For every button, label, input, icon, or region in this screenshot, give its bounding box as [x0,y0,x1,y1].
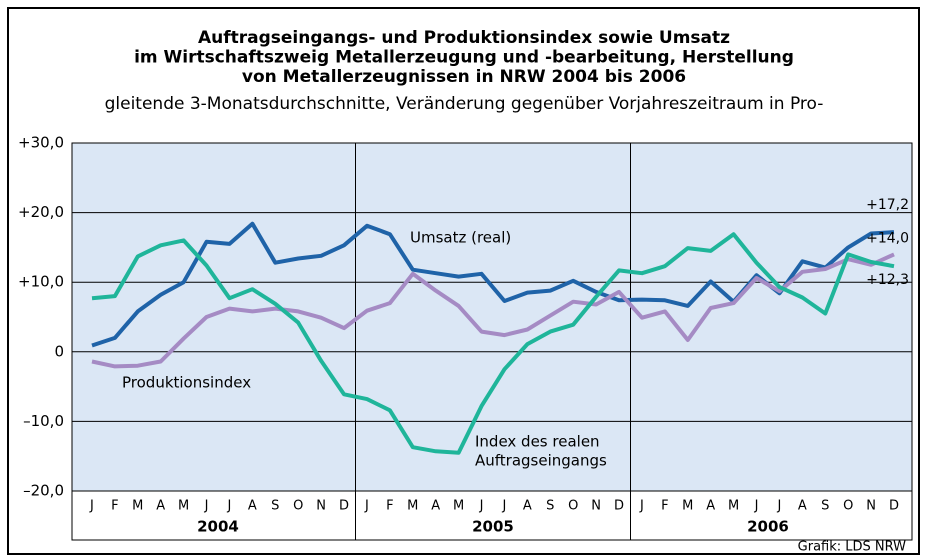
y-tick-label: 0 [54,342,64,360]
subtitle: gleitende 3-Monatsdurchschnitte, Verände… [105,94,824,114]
x-tick-label: F [111,499,118,514]
x-tick-label: S [546,499,554,514]
x-tick-label: A [798,499,807,514]
y-tick-label: +20,0 [18,203,64,221]
x-tick-label: F [661,499,668,514]
x-tick-label: J [777,499,782,514]
x-tick-label: A [156,499,165,514]
x-tick-label: J [502,499,507,514]
x-tick-label: J [639,499,644,514]
x-tick-label: M [132,499,143,514]
x-tick-label: O [293,499,303,514]
series-label: Umsatz (real) [410,229,511,247]
series-line [91,232,895,455]
x-tick-label: M [728,499,739,514]
x-tick-label: D [889,499,899,514]
y-tick-label: –20,0 [23,482,64,500]
x-tick-label: N [866,499,876,514]
chart-title: von Metallerzeugnissen in NRW 2004 bis 2… [242,67,686,87]
y-tick-label: +10,0 [18,273,64,291]
x-tick-label: J [227,499,232,514]
series-label: Index des realen [475,433,600,451]
year-label: 2004 [197,518,239,536]
chart-title: Auftragseingangs- und Produktionsindex s… [198,28,730,48]
series-label: Produktionsindex [122,374,251,392]
x-tick-label: M [453,499,464,514]
x-tick-label: O [843,499,853,514]
x-tick-label: J [364,499,369,514]
value-label: +12,3 [866,272,909,288]
x-tick-label: M [407,499,418,514]
x-tick-label: J [89,499,94,514]
source: Grafik: LDS NRW [798,540,906,555]
y-tick-label: –10,0 [23,412,64,430]
x-tick-label: J [479,499,484,514]
x-tick-label: M [682,499,693,514]
year-label: 2005 [472,518,514,536]
x-tick-label: N [591,499,601,514]
x-tick-label: A [248,499,257,514]
y-tick-label: +30,0 [18,134,64,152]
value-label: +14,0 [866,230,909,246]
x-tick-label: M [178,499,189,514]
x-tick-label: J [754,499,759,514]
x-tick-label: O [568,499,578,514]
value-label: +17,2 [866,197,909,213]
x-tick-label: D [614,499,624,514]
series-label: Auftragseingangs [475,452,607,470]
x-tick-label: A [431,499,440,514]
x-tick-label: S [821,499,829,514]
x-tick-label: F [386,499,393,514]
x-tick-label: D [339,499,349,514]
x-tick-label: S [271,499,279,514]
x-tick-label: N [316,499,326,514]
year-label: 2006 [747,518,789,536]
x-tick-label: A [523,499,532,514]
x-tick-label: A [706,499,715,514]
axis-box [71,142,913,541]
series-line [91,252,895,369]
x-tick-label: J [204,499,209,514]
chart-title: im Wirtschaftszweig Metallerzeugung und … [134,48,794,68]
